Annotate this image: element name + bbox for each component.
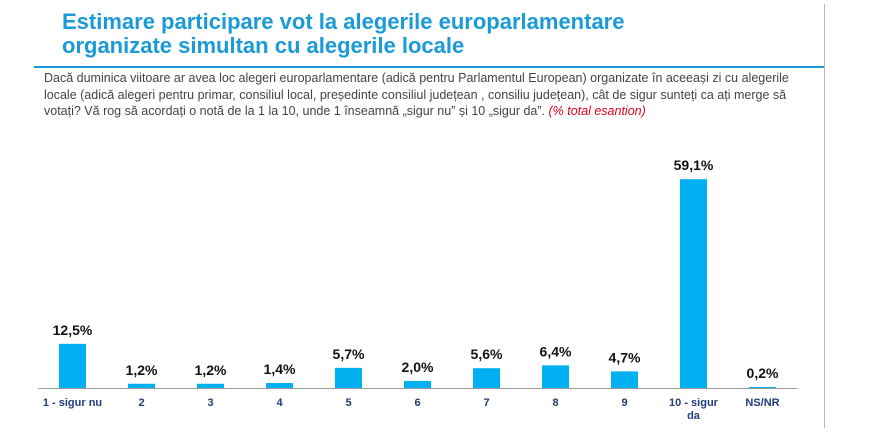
bar-1 bbox=[59, 343, 86, 388]
value-label-4: 1,4% bbox=[264, 361, 296, 377]
bar-3 bbox=[197, 383, 224, 388]
category-label-3: 3 bbox=[207, 397, 213, 409]
category-label-9: 9 bbox=[621, 397, 627, 409]
value-label-2: 1,2% bbox=[126, 362, 158, 378]
category-label-7: 7 bbox=[483, 397, 489, 409]
bar-10 bbox=[680, 179, 707, 388]
category-label-1: 1 - sigur nu bbox=[43, 397, 102, 409]
value-label-9: 4,7% bbox=[609, 349, 641, 365]
category-label-8: 8 bbox=[552, 397, 558, 409]
value-label-11: 0,2% bbox=[747, 365, 779, 381]
title-divider bbox=[34, 66, 824, 68]
bar-7 bbox=[473, 368, 500, 388]
chart-title-line-1: Estimare participare vot la alegerile eu… bbox=[62, 9, 625, 34]
chart-panel-frame bbox=[34, 4, 825, 428]
category-label-5: 5 bbox=[345, 397, 351, 409]
bar-5 bbox=[335, 367, 362, 388]
category-label-11: NS/NR bbox=[745, 397, 779, 409]
value-label-3: 1,2% bbox=[195, 362, 227, 378]
value-label-5: 5,7% bbox=[333, 346, 365, 362]
category-label-10: 10 - sigur da bbox=[669, 397, 719, 422]
chart-title-line-2: organizate simultan cu alegerile locale bbox=[62, 33, 465, 58]
category-label-2: 2 bbox=[138, 397, 144, 409]
category-label-4: 4 bbox=[276, 397, 283, 409]
value-label-10: 59,1% bbox=[674, 157, 714, 173]
bar-9 bbox=[611, 371, 638, 388]
value-label-6: 2,0% bbox=[402, 359, 434, 375]
sample-note: (% total esantion) bbox=[548, 104, 646, 118]
chart-title: Estimare participare vot la alegerile eu… bbox=[62, 10, 802, 58]
category-label-6: 6 bbox=[414, 397, 420, 409]
bar-11 bbox=[749, 387, 776, 388]
value-label-1: 12,5% bbox=[53, 322, 93, 338]
bar-8 bbox=[542, 365, 569, 388]
value-label-8: 6,4% bbox=[540, 343, 572, 359]
bar-4 bbox=[266, 383, 293, 388]
bar-2 bbox=[128, 383, 155, 388]
survey-question-text: Dacă duminica viitoare ar avea loc alege… bbox=[44, 71, 789, 118]
bar-6 bbox=[404, 380, 431, 388]
value-label-7: 5,6% bbox=[471, 346, 503, 362]
survey-question: Dacă duminica viitoare ar avea loc alege… bbox=[44, 70, 804, 120]
